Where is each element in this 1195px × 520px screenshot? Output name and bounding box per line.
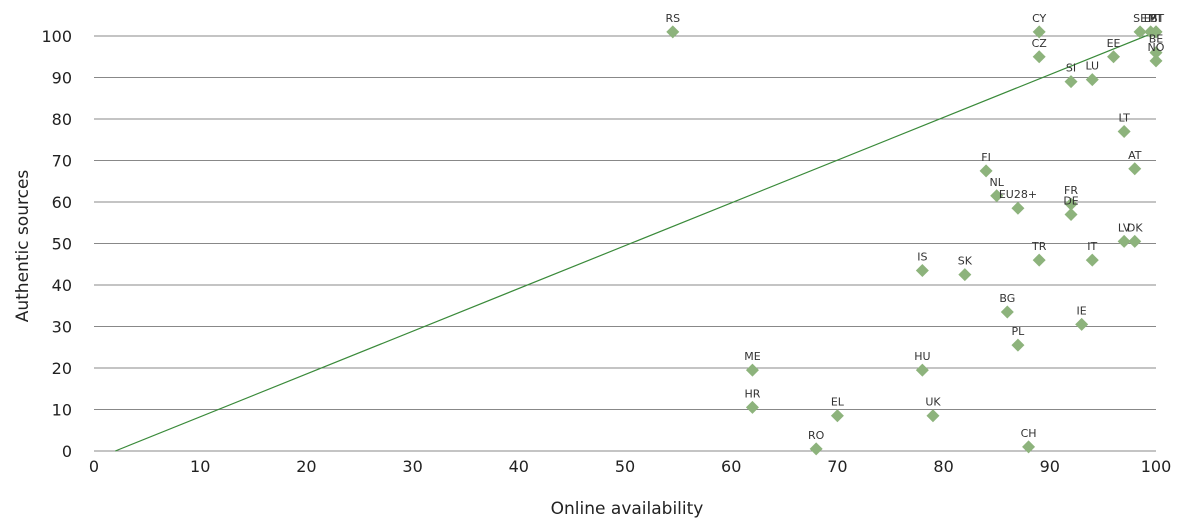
grid-lines xyxy=(94,35,1156,452)
y-axis-title: Authentic sources xyxy=(13,170,33,323)
trendline-segment xyxy=(115,31,1157,452)
point-label: EU28+ xyxy=(999,188,1037,201)
x-tick-label: 0 xyxy=(89,457,99,476)
data-point-no xyxy=(1149,54,1163,68)
data-point-eu28+ xyxy=(1011,201,1025,215)
point-label: DK xyxy=(1127,221,1143,234)
x-tick-label: 80 xyxy=(933,457,953,476)
y-tick-label: 0 xyxy=(62,442,72,461)
data-point-nl xyxy=(990,189,1004,203)
point-label: PL xyxy=(1012,325,1026,338)
x-axis-ticks: 0 10 20 30 40 50 60 70 80 90 100 xyxy=(89,457,1171,476)
data-point-de xyxy=(1064,207,1078,221)
point-label: AT xyxy=(1128,149,1142,162)
point-label: BG xyxy=(999,292,1015,305)
data-point-tr xyxy=(1032,253,1046,267)
data-point-sk xyxy=(958,268,972,282)
data-point-hr xyxy=(745,400,759,414)
y-tick-label: 40 xyxy=(52,276,72,295)
y-tick-label: 90 xyxy=(52,69,72,88)
data-point-lv xyxy=(1117,234,1131,248)
point-label: HU xyxy=(914,350,930,363)
y-tick-label: 10 xyxy=(52,401,72,420)
data-point-hu xyxy=(915,363,929,377)
point-label: ES xyxy=(1144,12,1158,25)
data-point-cz xyxy=(1032,50,1046,64)
data-point-it xyxy=(1085,253,1099,267)
x-tick-label: 90 xyxy=(1040,457,1060,476)
point-label: DE xyxy=(1063,194,1078,207)
point-label: SE xyxy=(1133,12,1147,25)
data-point-lt xyxy=(1117,124,1131,138)
data-point-is xyxy=(915,263,929,277)
point-label: CH xyxy=(1021,427,1037,440)
data-point-fr xyxy=(1064,197,1078,211)
y-tick-label: 30 xyxy=(52,318,72,337)
point-label: EL xyxy=(831,396,845,409)
data-point-be xyxy=(1149,46,1163,60)
point-label: FR xyxy=(1064,184,1078,197)
data-point-uk xyxy=(926,409,940,423)
data-point-ee xyxy=(1107,50,1121,64)
point-label: LV xyxy=(1118,221,1131,234)
point-label: EE xyxy=(1107,37,1121,50)
point-label: FI xyxy=(981,151,991,164)
point-label: BE xyxy=(1149,33,1164,46)
x-tick-label: 30 xyxy=(402,457,422,476)
point-label: SK xyxy=(958,255,973,268)
point-label: CY xyxy=(1032,12,1046,25)
data-point-se xyxy=(1133,25,1147,39)
data-point-ch xyxy=(1022,440,1036,454)
y-tick-label: 20 xyxy=(52,359,72,378)
x-tick-label: 70 xyxy=(827,457,847,476)
data-point-me xyxy=(745,363,759,377)
y-tick-label: 70 xyxy=(52,152,72,171)
point-label: TR xyxy=(1031,240,1047,253)
data-point-pl xyxy=(1011,338,1025,352)
data-point-dk xyxy=(1128,234,1142,248)
point-label: CZ xyxy=(1032,37,1048,50)
x-tick-label: 60 xyxy=(721,457,741,476)
point-label: HR xyxy=(744,387,760,400)
y-tick-label: 60 xyxy=(52,193,72,212)
point-label: PT xyxy=(1149,12,1163,25)
data-point-el xyxy=(830,409,844,423)
data-point-ie xyxy=(1075,317,1089,331)
x-tick-label: 20 xyxy=(296,457,316,476)
data-point-fi xyxy=(979,164,993,178)
x-tick-label: 50 xyxy=(615,457,635,476)
point-label: ME xyxy=(744,350,760,363)
x-tick-label: 10 xyxy=(190,457,210,476)
point-label: LU xyxy=(1085,60,1099,73)
data-point-cy xyxy=(1032,25,1046,39)
point-label: IS xyxy=(917,250,927,263)
y-tick-label: 80 xyxy=(52,110,72,129)
data-point-rs xyxy=(666,25,680,39)
point-label: LT xyxy=(1118,111,1130,124)
point-label: NO xyxy=(1148,41,1165,54)
data-point-pt xyxy=(1149,25,1163,39)
x-axis-title: Online availability xyxy=(551,499,704,519)
point-label: IT xyxy=(1087,240,1097,253)
data-point-ro xyxy=(809,442,823,456)
point-label: RS xyxy=(665,12,680,25)
point-label: NL xyxy=(990,176,1005,189)
data-point-bg xyxy=(1000,305,1014,319)
point-label: MT xyxy=(1148,12,1164,25)
data-point-at xyxy=(1128,162,1142,176)
data-point-lu xyxy=(1085,73,1099,87)
point-label: UK xyxy=(925,396,941,409)
point-label: SI xyxy=(1066,62,1076,75)
x-tick-label: 100 xyxy=(1141,457,1172,476)
data-point-si xyxy=(1064,75,1078,89)
y-axis-ticks: 0 10 20 30 40 50 60 70 80 90 100 xyxy=(41,27,72,461)
x-tick-label: 40 xyxy=(509,457,529,476)
y-tick-label: 50 xyxy=(52,235,72,254)
y-tick-label: 100 xyxy=(41,27,72,46)
trendline xyxy=(115,31,1157,452)
point-label: IE xyxy=(1077,304,1087,317)
point-label: RO xyxy=(808,429,825,442)
